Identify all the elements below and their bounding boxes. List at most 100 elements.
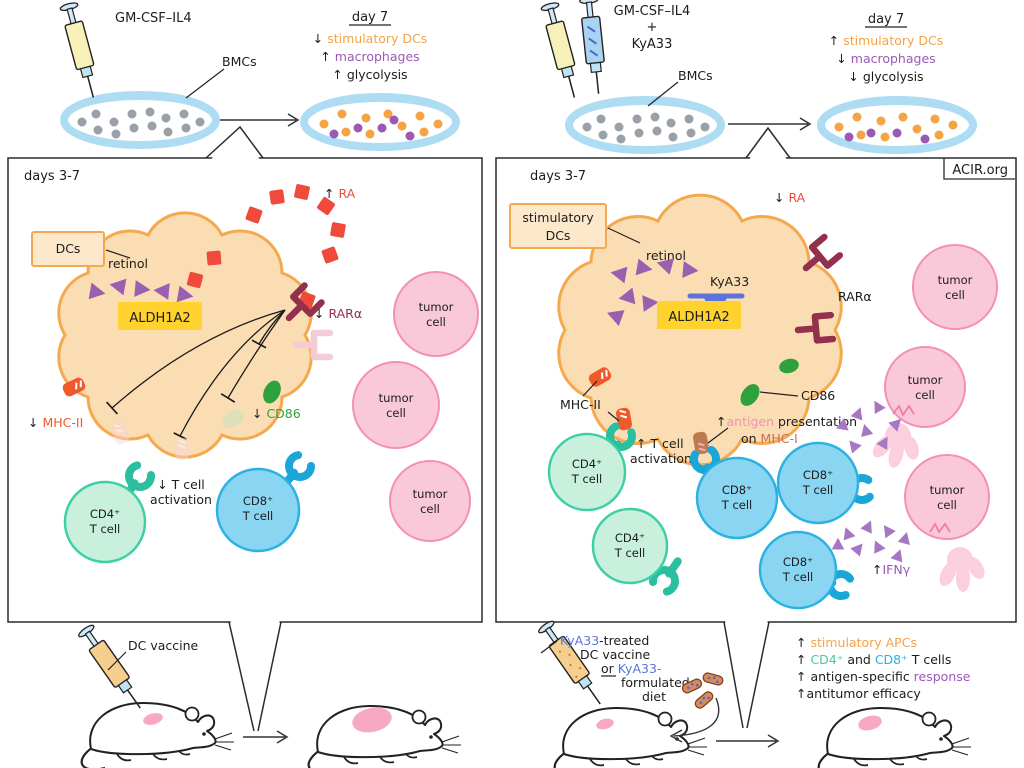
result-line: ↓ macrophages bbox=[836, 51, 935, 66]
cd8-t-cell: CD8⁺ T cell bbox=[758, 530, 851, 610]
svg-text:cell: cell bbox=[915, 388, 935, 402]
arrow-icon bbox=[243, 730, 289, 744]
treatment-label: diet bbox=[642, 689, 666, 704]
cd4-t-cell: CD4⁺ T cell bbox=[63, 464, 153, 564]
treatment-label: formulated bbox=[621, 675, 690, 690]
reagent-label: GM-CSF–IL4 bbox=[614, 4, 691, 19]
svg-text:CD8⁺: CD8⁺ bbox=[243, 494, 273, 508]
aldh1a2-label: ALDH1A2 bbox=[129, 311, 190, 326]
dcs-box-label: DCs bbox=[56, 241, 81, 256]
aldh1a2-label: ALDH1A2 bbox=[668, 310, 729, 325]
ra-label: ↓ RA bbox=[774, 190, 806, 205]
ra-label: ↑ RA bbox=[324, 186, 356, 201]
tcell-activation-label: activation bbox=[630, 451, 692, 466]
kya33-label: KyA33 bbox=[710, 274, 749, 289]
treatment-label: or KyA33- bbox=[601, 661, 661, 676]
svg-text:cell: cell bbox=[426, 315, 446, 329]
arrow-icon bbox=[220, 113, 300, 127]
treatment-pointer-line bbox=[540, 640, 558, 654]
mhc2-label: ↓ MHC-II bbox=[28, 415, 83, 430]
kya33-syringe-icon bbox=[536, 618, 609, 710]
svg-text:tumor: tumor bbox=[413, 487, 448, 501]
cd86-pointer-line bbox=[759, 391, 799, 397]
arrow-icon bbox=[716, 734, 780, 748]
mhc2-pointer-lines bbox=[582, 380, 620, 422]
kya33-label: KyA33 bbox=[632, 37, 673, 52]
arrow-icon bbox=[728, 117, 812, 131]
retinol-label: retinol bbox=[646, 248, 686, 263]
bmc-dots bbox=[77, 107, 205, 139]
petri-dish-icon bbox=[569, 100, 721, 150]
acir-credit: ACIR.org bbox=[952, 163, 1008, 178]
svg-text:CD8⁺: CD8⁺ bbox=[783, 555, 813, 569]
svg-text:T cell: T cell bbox=[89, 522, 120, 536]
svg-text:tumor: tumor bbox=[419, 300, 454, 314]
rara-label: RARα bbox=[838, 289, 872, 304]
cd4-t-cell: CD4⁺ T cell bbox=[547, 426, 634, 512]
aldh1a2-box bbox=[118, 302, 202, 330]
tumor-spot bbox=[596, 718, 614, 730]
day7-cells-dots bbox=[834, 112, 958, 144]
retinol-label: retinol bbox=[108, 256, 148, 271]
tumor-spot bbox=[143, 713, 163, 725]
rara-label: ↓ RARα bbox=[314, 306, 362, 321]
callout-notch bbox=[724, 615, 769, 728]
mouse-icon bbox=[817, 706, 973, 768]
svg-text:T cell: T cell bbox=[721, 498, 752, 512]
tumor-spot bbox=[858, 715, 882, 731]
inhibition-lines bbox=[105, 309, 286, 440]
outcome-line: ↑ CD4⁺ and CD8⁺ T cells bbox=[796, 652, 951, 667]
bmcs-pointer-line bbox=[185, 68, 225, 99]
svg-text:tumor: tumor bbox=[930, 483, 965, 497]
left-panel: days 3-7 DCs retinol ALDH1A2 ↑ bbox=[7, 125, 483, 732]
vaccine-pointer-line bbox=[107, 651, 127, 671]
mhc2-label: MHC-II bbox=[560, 397, 601, 412]
cd86-label: ↓ CD86 bbox=[252, 406, 301, 421]
right-panel: days 3-7 ACIR.org stimulatory DCs retino… bbox=[495, 126, 1017, 729]
top-left-culture: GM-CSF–IL4 BMCs day 7 ↓ stimulatory DCs … bbox=[58, 0, 456, 147]
day7-label: day 7 bbox=[352, 10, 388, 25]
dcs-box bbox=[31, 231, 105, 267]
tumor-crack bbox=[892, 404, 915, 417]
day7-label: day 7 bbox=[868, 12, 904, 27]
cd8-t-cell: CD8⁺ T cell bbox=[693, 449, 779, 540]
syringe-icon bbox=[539, 0, 584, 101]
kya33-syringe-icon bbox=[578, 0, 609, 96]
result-line: ↓ stimulatory DCs bbox=[313, 31, 428, 46]
acir-corner-box bbox=[943, 158, 1015, 180]
stimulatory-dcs-box bbox=[509, 203, 607, 249]
dendritic-cell bbox=[57, 211, 313, 459]
svg-text:tumor: tumor bbox=[379, 391, 414, 405]
result-line: ↑ glycolysis bbox=[332, 67, 407, 82]
tumor-crack bbox=[929, 522, 951, 534]
tumor-cell: tumor cell bbox=[389, 460, 471, 542]
callout-notch bbox=[206, 127, 263, 165]
bmcs-pointer-line bbox=[647, 81, 679, 107]
cd86-molecule bbox=[263, 380, 281, 404]
svg-text:tumor: tumor bbox=[908, 373, 943, 387]
bmcs-label: BMCs bbox=[678, 68, 713, 83]
cd8-t-cell: CD8⁺ T cell bbox=[215, 453, 313, 553]
svg-text:cell: cell bbox=[420, 502, 440, 516]
tumor-cell: tumor cell bbox=[884, 346, 966, 428]
svg-text:T cell: T cell bbox=[571, 472, 602, 486]
svg-text:tumor: tumor bbox=[938, 273, 973, 287]
svg-text:T cell: T cell bbox=[782, 570, 813, 584]
mouse-icon bbox=[553, 706, 709, 768]
aldh1a2-box bbox=[657, 301, 741, 329]
svg-text:cell: cell bbox=[945, 288, 965, 302]
days-label: days 3-7 bbox=[530, 169, 586, 184]
tumor-cell: tumor cell bbox=[352, 361, 440, 449]
tumor-cell: tumor cell bbox=[912, 244, 998, 330]
cd4-t-cell: CD4⁺ T cell bbox=[591, 507, 687, 593]
svg-text:CD4⁺: CD4⁺ bbox=[615, 531, 645, 545]
ifng-label: ↑IFNγ bbox=[872, 562, 911, 577]
mouse-icon bbox=[307, 704, 463, 768]
outcome-line: ↑ antigen-specific response bbox=[796, 669, 971, 684]
svg-text:cell: cell bbox=[386, 406, 406, 420]
tumor-cell: tumor cell bbox=[904, 454, 990, 540]
svg-text:CD8⁺: CD8⁺ bbox=[722, 483, 752, 497]
stimulatory-dcs-label: stimulatory bbox=[522, 210, 594, 225]
tcell-activation-label: ↓ T cell bbox=[157, 477, 205, 492]
